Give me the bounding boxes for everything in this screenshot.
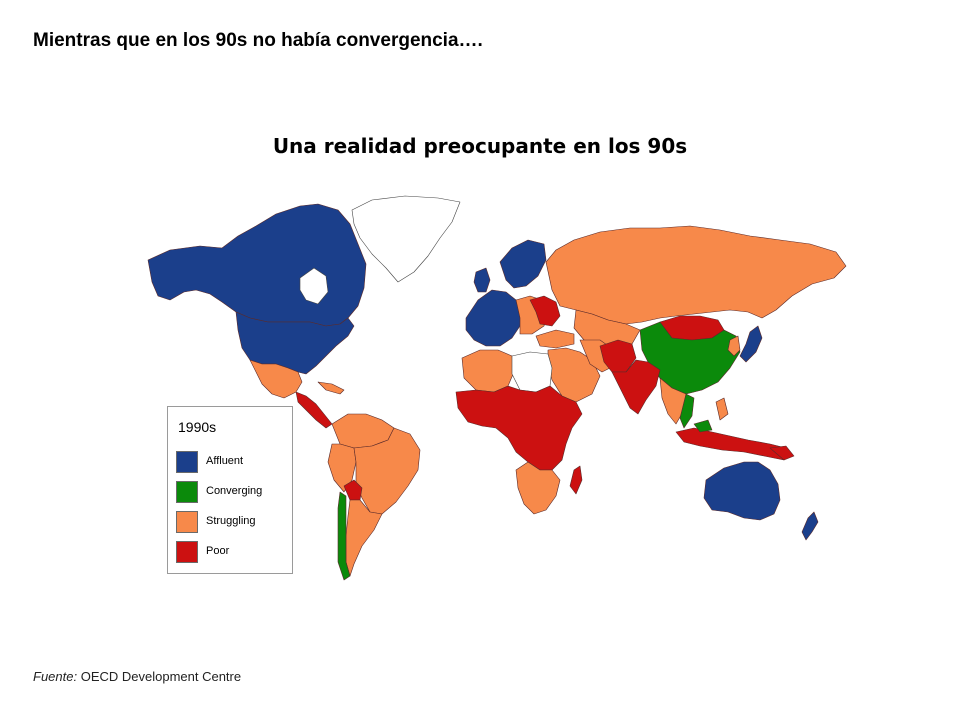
region-caribbean [317,381,345,395]
legend-label: Converging [206,485,263,497]
legend-label: Poor [206,545,230,557]
hudson-bay [299,267,329,305]
region-madagascar [569,465,583,495]
legend-swatch [176,451,198,473]
legend-item-affluent: Affluent [176,451,288,475]
region-japan [739,325,763,363]
region-uk [473,267,491,293]
region-central-america [295,391,333,429]
region-philippines [715,397,729,421]
region-vietnam [679,393,695,429]
legend-item-struggling: Struggling [176,511,288,535]
map-title: Una realidad preocupante en los 90s [272,134,688,158]
region-sub-saharan-africa [455,385,583,471]
legend-item-converging: Converging [176,481,288,505]
legend-label: Affluent [206,455,244,467]
legend-swatch [176,481,198,503]
region-png [769,445,795,461]
source-note: Fuente: OECD Development Centre [33,669,241,684]
region-pakistan [599,339,637,373]
region-bolivia [343,479,363,501]
region-scandinavia [499,239,547,289]
legend-title: 1990s [178,419,217,435]
region-chile [337,491,351,581]
region-ukraine [529,295,561,327]
region-western-europe [465,289,523,347]
legend-label: Struggling [206,515,256,527]
region-russia [545,225,847,325]
region-malaysia [693,419,713,433]
region-north-africa-east [511,351,553,393]
greenland [351,195,461,283]
slide-title: Mientras que en los 90s no había converg… [33,30,483,51]
region-argentina [345,499,383,577]
legend-item-poor: Poor [176,541,288,565]
source-text: OECD Development Centre [77,669,242,684]
region-southern-africa [515,461,561,515]
region-mexico [249,359,303,399]
region-peru [327,443,357,493]
region-new-zealand [801,511,819,541]
legend-swatch [176,511,198,533]
region-korea [727,335,741,357]
map-legend: 1990s Affluent Converging Struggling Poo… [167,406,293,574]
region-india [611,359,661,415]
region-turkey [535,329,575,349]
region-north-africa-west [461,349,515,393]
region-canada [147,203,367,327]
source-label: Fuente: [33,669,78,684]
region-indonesia [675,427,787,461]
legend-swatch [176,541,198,563]
region-australia [703,461,781,521]
